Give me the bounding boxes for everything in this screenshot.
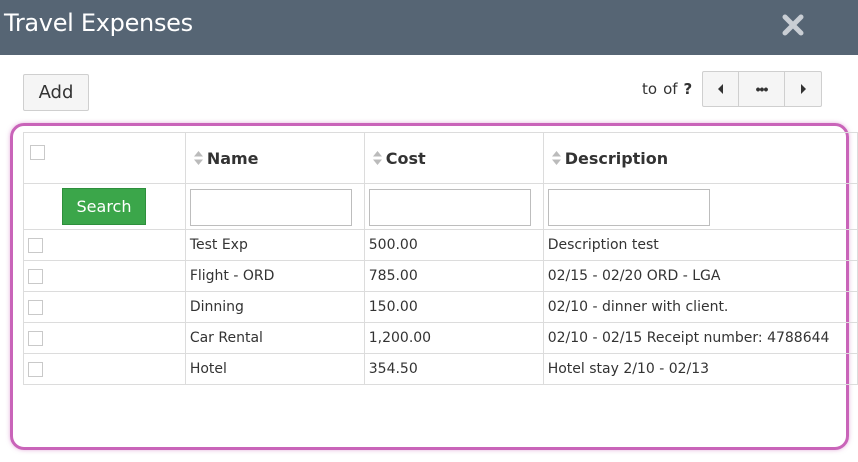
cost-filter-input[interactable]: [368, 189, 531, 226]
pager-total: ?: [683, 80, 693, 98]
column-header-name[interactable]: Name: [184, 132, 365, 184]
pager-buttons: •••: [702, 71, 822, 107]
description-cell: 02/10 - 02/15 Receipt number: 4788644: [542, 322, 858, 354]
name-cell: Test Exp: [184, 229, 365, 261]
column-header-label: Description: [564, 148, 669, 168]
column-header-label: Name: [206, 148, 259, 168]
row-select-cell: [23, 229, 186, 261]
row-select-cell: [23, 322, 186, 354]
sort-icon: [193, 150, 203, 165]
row-checkbox[interactable]: [28, 299, 43, 315]
name-cell: Dinning: [184, 291, 365, 323]
search-button[interactable]: Search: [62, 188, 146, 225]
more-pages-button[interactable]: •••: [739, 72, 785, 106]
row-select-cell: [23, 260, 186, 292]
sort-icon: [551, 150, 561, 165]
name-cell: Car Rental: [184, 322, 365, 354]
row-checkbox[interactable]: [28, 361, 43, 377]
table-row[interactable]: Dinning 150.00 02/10 - dinner with clien…: [23, 291, 858, 323]
name-cell: Hotel: [184, 353, 365, 385]
description-cell: Hotel stay 2/10 - 02/13: [542, 353, 858, 385]
cost-cell: 785.00: [363, 260, 544, 292]
description-cell: Description test: [542, 229, 858, 261]
cost-cell: 354.50: [363, 353, 544, 385]
cost-cell: 500.00: [363, 229, 544, 261]
select-all-header: [23, 132, 186, 184]
filter-row: Search: [23, 183, 858, 230]
row-checkbox[interactable]: [28, 237, 43, 253]
title-bar: Travel Expenses: [0, 0, 858, 55]
pager-to-label: to: [642, 80, 658, 98]
cost-cell: 150.00: [363, 291, 544, 323]
description-cell: 02/15 - 02/20 ORD - LGA: [542, 260, 858, 292]
cost-cell: 1,200.00: [363, 322, 544, 354]
filter-cell: [542, 183, 858, 230]
pager-info: to of ?: [642, 80, 692, 98]
description-cell: 02/10 - dinner with client.: [542, 291, 858, 323]
caret-left-icon: [717, 84, 723, 94]
row-select-cell: [23, 353, 186, 385]
filter-cell: [184, 183, 365, 230]
table-row[interactable]: Test Exp 500.00 Description test: [23, 229, 858, 261]
close-icon[interactable]: [780, 12, 806, 38]
row-checkbox[interactable]: [28, 268, 43, 284]
add-button[interactable]: Add: [23, 74, 89, 111]
row-checkbox[interactable]: [28, 330, 43, 346]
column-header-cost[interactable]: Cost: [363, 132, 544, 184]
caret-right-icon: [801, 84, 806, 94]
table-row[interactable]: Car Rental 1,200.00 02/10 - 02/15 Receip…: [23, 322, 858, 354]
select-all-checkbox[interactable]: [30, 144, 45, 160]
name-cell: Flight - ORD: [184, 260, 365, 292]
column-header-label: Cost: [385, 148, 426, 168]
prev-page-button[interactable]: [703, 72, 739, 106]
window-title: Travel Expenses: [4, 9, 193, 37]
column-header-description[interactable]: Description: [542, 132, 858, 184]
search-cell: Search: [23, 183, 186, 230]
sort-icon: [372, 150, 382, 165]
next-page-button[interactable]: [785, 72, 821, 106]
pager-of-label: of: [663, 80, 678, 98]
description-filter-input[interactable]: [547, 189, 710, 226]
table-row[interactable]: Hotel 354.50 Hotel stay 2/10 - 02/13: [23, 353, 858, 385]
table-row[interactable]: Flight - ORD 785.00 02/15 - 02/20 ORD - …: [23, 260, 858, 292]
filter-cell: [363, 183, 544, 230]
header-row: Name Cost Description: [23, 132, 858, 184]
expenses-grid: Name Cost Description Search Test Exp 50…: [23, 132, 858, 385]
row-select-cell: [23, 291, 186, 323]
name-filter-input[interactable]: [189, 189, 352, 226]
